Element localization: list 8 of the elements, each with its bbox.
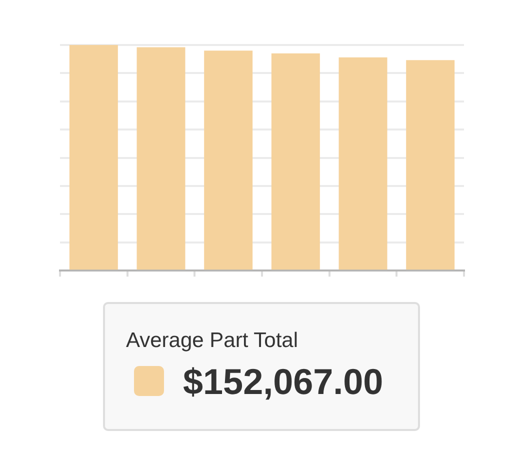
bar [271, 53, 320, 270]
bar [69, 45, 118, 270]
bar [136, 47, 186, 270]
bar [204, 50, 253, 270]
bar [406, 60, 455, 270]
text: $152,067.00 [183, 361, 384, 402]
bar [338, 57, 388, 270]
text: Average Part Total [126, 329, 298, 352]
